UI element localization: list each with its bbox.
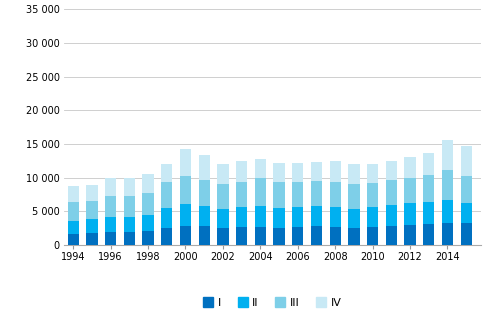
Bar xyxy=(442,223,453,245)
Bar xyxy=(405,225,416,245)
Bar xyxy=(386,226,397,245)
Bar xyxy=(348,164,359,184)
Bar xyxy=(255,206,266,227)
Bar xyxy=(311,206,322,226)
Bar xyxy=(329,161,341,182)
Bar xyxy=(68,202,79,221)
Bar xyxy=(461,146,472,176)
Bar xyxy=(124,196,135,217)
Bar xyxy=(142,231,154,245)
Bar xyxy=(161,164,172,182)
Bar xyxy=(105,232,116,245)
Bar xyxy=(329,182,341,207)
Bar xyxy=(218,184,228,209)
Bar xyxy=(255,160,266,178)
Bar xyxy=(236,161,247,182)
Bar xyxy=(386,161,397,180)
Bar xyxy=(329,207,341,227)
Bar xyxy=(273,182,285,208)
Bar xyxy=(124,217,135,232)
Bar xyxy=(348,184,359,208)
Bar xyxy=(273,163,285,182)
Bar xyxy=(311,181,322,206)
Bar xyxy=(180,149,191,176)
Bar xyxy=(367,183,378,207)
Bar xyxy=(255,178,266,206)
Bar xyxy=(86,201,98,219)
Bar xyxy=(68,187,79,202)
Bar xyxy=(218,164,228,184)
Bar xyxy=(161,182,172,208)
Bar xyxy=(161,228,172,245)
Bar xyxy=(405,157,416,178)
Bar xyxy=(105,217,116,232)
Bar xyxy=(367,207,378,227)
Bar xyxy=(311,162,322,181)
Bar xyxy=(461,223,472,245)
Bar xyxy=(423,202,435,224)
Bar xyxy=(236,207,247,227)
Bar xyxy=(423,224,435,245)
Bar xyxy=(142,174,154,193)
Bar xyxy=(442,140,453,170)
Bar xyxy=(442,200,453,223)
Bar xyxy=(86,185,98,201)
Bar xyxy=(86,219,98,234)
Bar xyxy=(461,203,472,223)
Bar xyxy=(367,164,378,183)
Bar xyxy=(86,234,98,245)
Bar xyxy=(273,228,285,245)
Bar xyxy=(198,180,210,206)
Bar xyxy=(461,176,472,203)
Bar xyxy=(423,175,435,202)
Bar xyxy=(180,204,191,226)
Legend: I, II, III, IV: I, II, III, IV xyxy=(199,293,346,312)
Bar xyxy=(423,154,435,175)
Bar xyxy=(198,226,210,245)
Bar xyxy=(218,209,228,228)
Bar xyxy=(124,178,135,196)
Bar xyxy=(218,228,228,245)
Bar xyxy=(405,178,416,203)
Bar xyxy=(292,163,303,182)
Bar xyxy=(236,182,247,207)
Bar xyxy=(142,215,154,231)
Bar xyxy=(348,208,359,228)
Bar xyxy=(273,208,285,228)
Bar xyxy=(68,234,79,245)
Bar xyxy=(292,207,303,227)
Bar xyxy=(292,227,303,245)
Bar xyxy=(255,227,266,245)
Bar xyxy=(405,203,416,225)
Bar xyxy=(386,180,397,204)
Bar xyxy=(105,196,116,217)
Bar xyxy=(311,226,322,245)
Bar xyxy=(198,155,210,180)
Bar xyxy=(292,182,303,207)
Bar xyxy=(142,193,154,215)
Bar xyxy=(329,227,341,245)
Bar xyxy=(442,170,453,200)
Bar xyxy=(198,206,210,226)
Bar xyxy=(348,228,359,245)
Bar xyxy=(161,208,172,228)
Bar xyxy=(180,226,191,245)
Bar xyxy=(236,227,247,245)
Bar xyxy=(386,204,397,226)
Bar xyxy=(124,232,135,245)
Bar xyxy=(180,176,191,204)
Bar xyxy=(367,227,378,245)
Bar xyxy=(68,221,79,234)
Bar xyxy=(105,178,116,196)
